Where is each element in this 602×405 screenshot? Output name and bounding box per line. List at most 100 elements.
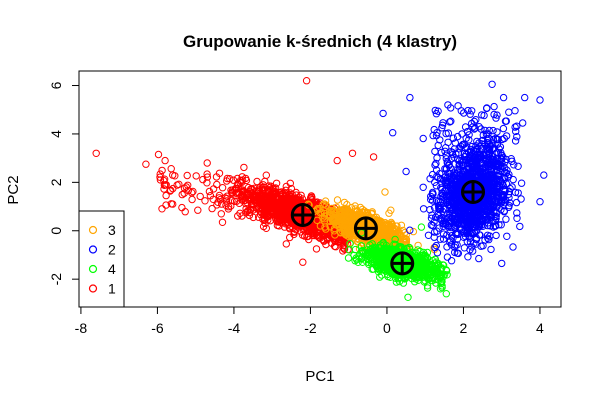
- data-point-cluster-1: [260, 201, 268, 209]
- data-point-cluster-1: [249, 213, 258, 222]
- data-point-cluster-2: [488, 178, 497, 187]
- data-point-cluster-2: [485, 235, 493, 244]
- data-point-cluster-2: [464, 253, 472, 261]
- data-point-cluster-2: [428, 211, 436, 219]
- data-point-cluster-2: [505, 108, 513, 116]
- data-point-cluster-1: [298, 231, 307, 239]
- data-point-cluster-2: [433, 129, 441, 137]
- legend-label-1: 1: [108, 281, 116, 297]
- legend-marker-2: [88, 245, 98, 254]
- data-point-cluster-3: [330, 216, 338, 224]
- data-point-cluster-2: [489, 126, 497, 135]
- data-point-cluster-4: [408, 248, 416, 257]
- data-point-cluster-2: [470, 223, 479, 231]
- y-tick-label: -2: [48, 273, 64, 286]
- data-point-cluster-2: [442, 144, 450, 152]
- data-point-cluster-2: [457, 107, 465, 115]
- data-point-cluster-3: [347, 203, 356, 212]
- data-point-cluster-2: [472, 235, 481, 244]
- data-point-cluster-4: [376, 241, 385, 249]
- data-point-cluster-1: [286, 199, 294, 207]
- data-point-cluster-1: [240, 163, 248, 172]
- data-point-cluster-1: [169, 200, 177, 208]
- data-point-cluster-2: [452, 186, 460, 195]
- data-point-cluster-1: [340, 244, 348, 252]
- data-point-cluster-4: [436, 285, 445, 293]
- data-point-cluster-2: [428, 170, 437, 179]
- data-point-cluster-2: [487, 159, 495, 167]
- data-point-cluster-2: [447, 117, 455, 125]
- data-point-cluster-1: [181, 208, 189, 216]
- data-point-cluster-1: [226, 175, 234, 183]
- data-point-cluster-3: [367, 210, 376, 218]
- data-point-cluster-2: [428, 188, 437, 197]
- data-point-cluster-1: [259, 215, 267, 224]
- data-point-cluster-2: [501, 168, 509, 176]
- data-point-cluster-2: [514, 162, 522, 171]
- data-point-cluster-1: [249, 200, 257, 209]
- data-point-cluster-2: [495, 196, 503, 204]
- data-point-cluster-2: [490, 102, 498, 111]
- data-point-cluster-2: [485, 134, 493, 143]
- data-point-cluster-2: [442, 165, 450, 174]
- data-point-cluster-2: [461, 227, 469, 235]
- data-point-cluster-2: [451, 139, 459, 147]
- data-point-cluster-2: [436, 174, 445, 183]
- data-point-cluster-3: [333, 196, 342, 204]
- data-point-cluster-2: [434, 141, 442, 150]
- data-point-cluster-3: [336, 229, 345, 237]
- data-point-cluster-4: [385, 248, 393, 256]
- data-point-cluster-2: [476, 159, 484, 167]
- data-point-cluster-2: [486, 166, 494, 174]
- data-point-cluster-2: [389, 129, 397, 137]
- data-point-cluster-2: [436, 198, 445, 206]
- data-point-cluster-2: [460, 244, 469, 252]
- y-tick-label: 0: [48, 227, 64, 235]
- data-point-cluster-1: [216, 195, 225, 204]
- data-point-cluster-2: [489, 186, 497, 195]
- data-point-cluster-2: [438, 124, 446, 132]
- data-point-cluster-2: [498, 259, 506, 268]
- data-point-cluster-2: [429, 221, 437, 230]
- data-point-cluster-4: [368, 240, 376, 248]
- data-point-cluster-2: [446, 192, 455, 201]
- data-point-cluster-4: [378, 258, 387, 266]
- data-point-cluster-4: [346, 240, 354, 248]
- data-point-cluster-2: [478, 208, 487, 216]
- data-point-cluster-2: [436, 203, 444, 211]
- data-point-cluster-2: [451, 215, 459, 223]
- data-point-cluster-1: [208, 204, 216, 213]
- data-point-cluster-2: [447, 241, 456, 249]
- data-point-cluster-2: [460, 109, 468, 117]
- data-point-cluster-1: [272, 179, 281, 188]
- data-point-cluster-1: [218, 218, 227, 227]
- data-point-cluster-1: [215, 169, 224, 178]
- data-point-cluster-2: [447, 257, 456, 265]
- data-point-cluster-2: [510, 161, 518, 169]
- data-point-cluster-1: [233, 174, 242, 183]
- data-point-cluster-4: [383, 263, 391, 272]
- centroid-marker-cluster-3: [353, 216, 378, 241]
- data-point-cluster-1: [184, 181, 192, 190]
- data-point-cluster-1: [167, 165, 175, 173]
- data-point-cluster-2: [454, 201, 462, 209]
- data-point-cluster-4: [415, 270, 423, 278]
- data-point-cluster-4: [357, 242, 366, 250]
- data-point-cluster-1: [261, 219, 269, 228]
- data-point-cluster-2: [402, 167, 410, 176]
- data-point-cluster-1: [242, 191, 251, 199]
- data-point-cluster-1: [348, 149, 357, 158]
- data-point-cluster-2: [484, 177, 493, 185]
- data-point-cluster-4: [399, 279, 408, 287]
- data-point-cluster-2: [514, 189, 522, 197]
- data-point-cluster-2: [468, 107, 476, 115]
- data-point-cluster-2: [431, 147, 439, 156]
- legend-marker-1: [88, 284, 98, 293]
- data-point-cluster-2: [536, 198, 544, 206]
- data-point-cluster-1: [330, 242, 339, 251]
- data-point-cluster-2: [489, 135, 498, 144]
- data-point-cluster-2: [477, 242, 485, 250]
- centroid-marker-cluster-1: [290, 203, 315, 228]
- data-point-cluster-2: [511, 123, 519, 131]
